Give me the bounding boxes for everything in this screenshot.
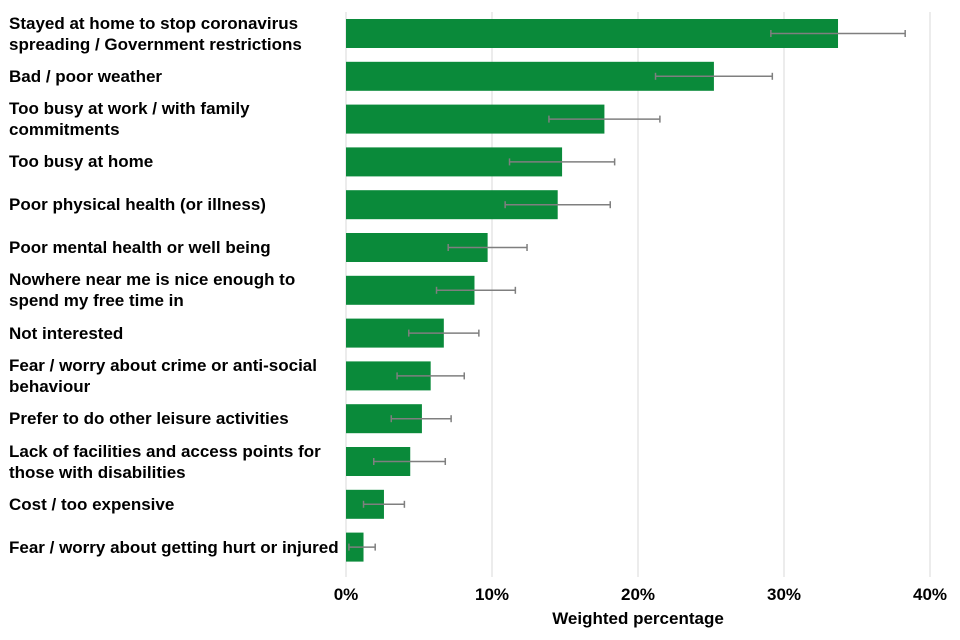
category-label: Poor mental health or well being	[9, 224, 339, 272]
category-label-text: Cost / too expensive	[9, 494, 175, 514]
category-label-text: Poor physical health (or illness)	[9, 195, 266, 215]
x-tick-label: 40%	[913, 585, 947, 604]
category-label: Stayed at home to stop coronavirus sprea…	[9, 10, 339, 58]
x-tick-label: 30%	[767, 585, 801, 604]
x-axis-title: Weighted percentage	[552, 609, 724, 628]
category-label-text: Fear / worry about getting hurt or injur…	[9, 537, 339, 557]
category-label: Poor physical health (or illness)	[9, 181, 339, 229]
category-label-text: Poor mental health or well being	[9, 238, 271, 257]
x-tick-label: 10%	[475, 585, 509, 604]
category-label-text: Bad / poor weather	[9, 66, 163, 86]
category-label: Bad / poor weather	[9, 52, 339, 100]
category-label: Fear / worry about getting hurt or injur…	[9, 523, 339, 571]
category-label-text: Not interested	[9, 323, 124, 343]
category-label: Too busy at work / with family commitmen…	[9, 95, 339, 143]
category-label-text: Too busy at home	[9, 152, 154, 172]
bar	[346, 19, 839, 48]
category-label-text: Stayed at home to stop coronavirus sprea…	[9, 13, 302, 54]
category-label-text: Prefer to do other leisure activities	[9, 409, 289, 429]
category-label: Prefer to do other leisure activities	[9, 395, 339, 443]
category-label-text: Lack of facilities and access points for…	[9, 441, 321, 482]
category-label: Too busy at home	[9, 138, 339, 186]
category-label-text: Fear / worry about crime or anti-social …	[9, 355, 317, 396]
x-tick-label: 0%	[334, 585, 359, 604]
category-label: Lack of facilities and access points for…	[9, 438, 339, 486]
category-label: Not interested	[9, 309, 339, 357]
x-tick-label: 20%	[621, 585, 655, 604]
category-label-text: Too busy at work / with family commitmen…	[9, 99, 250, 140]
bar	[346, 61, 714, 91]
category-label: Cost / too expensive	[9, 480, 339, 528]
category-label: Fear / worry about crime or anti-social …	[9, 352, 339, 400]
category-label: Nowhere near me is nice enough to spend …	[9, 266, 339, 314]
category-label-text: Nowhere near me is nice enough to spend …	[9, 270, 296, 311]
